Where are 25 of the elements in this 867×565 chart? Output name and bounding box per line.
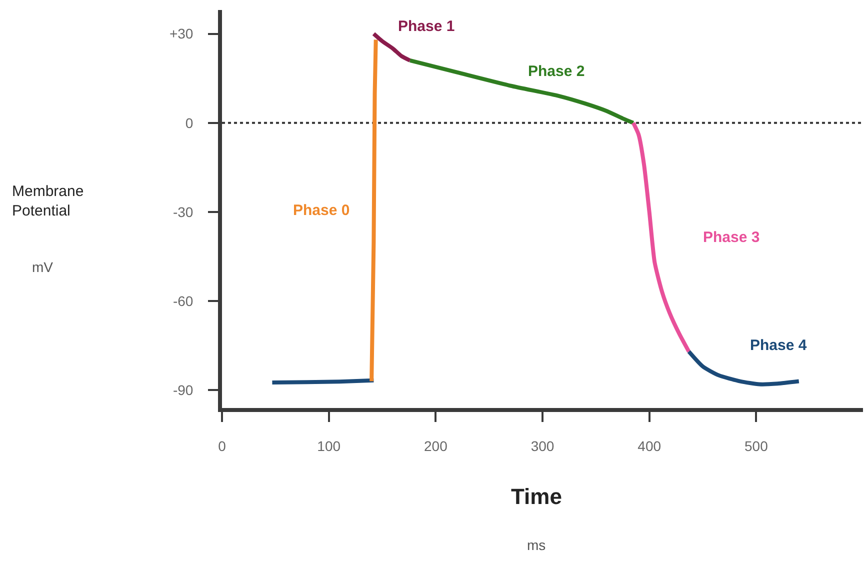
x-tick-label: 0 — [218, 438, 226, 454]
y-tick-label: +30 — [169, 26, 194, 42]
line-series — [686, 350, 801, 386]
x-tick-label: 200 — [424, 438, 448, 454]
text: mV — [32, 259, 54, 275]
x-tick-label: 300 — [530, 438, 554, 454]
series-label: Phase 1 — [398, 18, 455, 35]
text: Phase 3 — [703, 229, 760, 246]
y-tick-label: -60 — [172, 292, 194, 309]
x-axis-title: Time — [511, 484, 562, 509]
y-tick-label: -90 — [172, 382, 194, 398]
x-tick-label: 500 — [744, 438, 768, 454]
x-tick-label: 400 — [638, 438, 662, 454]
line-series — [372, 32, 412, 62]
line-series — [631, 120, 691, 354]
series-label: Phase 0 — [293, 202, 350, 219]
x-tick-label: 100 — [317, 438, 341, 454]
y-tick-label: -30 — [172, 204, 194, 220]
y-tick-label: 0 — [185, 114, 194, 131]
text: Membrane Potential — [12, 183, 84, 220]
line-series — [408, 58, 636, 125]
series-label: Phase 4 — [750, 337, 808, 354]
series-label: Phase 2 — [528, 63, 585, 80]
line-series — [370, 38, 378, 384]
text: ms — [527, 537, 546, 553]
